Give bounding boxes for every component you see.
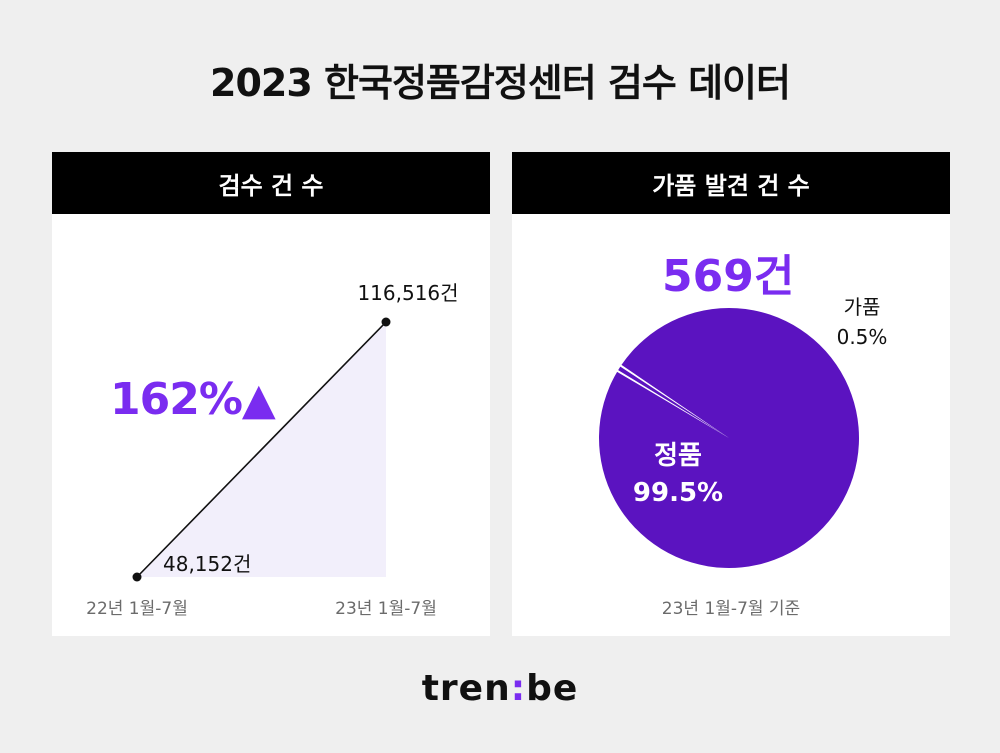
inspection-count-header: 검수 건 수: [52, 152, 490, 214]
line-series: [136, 321, 387, 578]
pie-footnote: 23년 1월-7월 기준: [662, 599, 800, 619]
growth-rate: 162%▲: [110, 374, 276, 425]
slice-label-fake-value: 0.5%: [837, 325, 888, 349]
slice-label-fake-name: 가품: [844, 295, 881, 319]
slice-label-genuine-name: 정품: [654, 441, 702, 471]
counterfeit-count-header: 가품 발견 건 수: [512, 152, 950, 214]
point-22: [132, 572, 142, 582]
inspection-count-panel: 검수 건 수 48,152건 116,516건 22년 1월-7월 23년 1월…: [52, 152, 490, 636]
authenticity-pie-chart: 정품 99.5% 가품 0.5% 23년 1월-7월 기준: [599, 295, 888, 619]
counterfeit-count-panel: 가품 발견 건 수 569건 정품 99.5% 가품 0.5% 23년 1월-7…: [512, 152, 950, 636]
x-label-22: 22년 1월-7월: [86, 599, 188, 619]
pie-slice-genuine: [599, 307, 860, 568]
value-label-22: 48,152건: [163, 552, 251, 576]
slice-label-genuine-value: 99.5%: [633, 478, 723, 508]
point-23: [381, 317, 391, 327]
counterfeit-count: 569건: [662, 251, 795, 302]
value-label-23: 116,516건: [357, 281, 458, 305]
page-title: 2023 한국정품감정센터 검수 데이터: [210, 61, 791, 105]
x-label-23: 23년 1월-7월: [335, 599, 437, 619]
pie-slice-fake: [618, 366, 729, 438]
inspection-line-chart: 48,152건 116,516건 22년 1월-7월 23년 1월-7월: [86, 281, 458, 619]
brand-logo: tren:be: [421, 668, 579, 709]
